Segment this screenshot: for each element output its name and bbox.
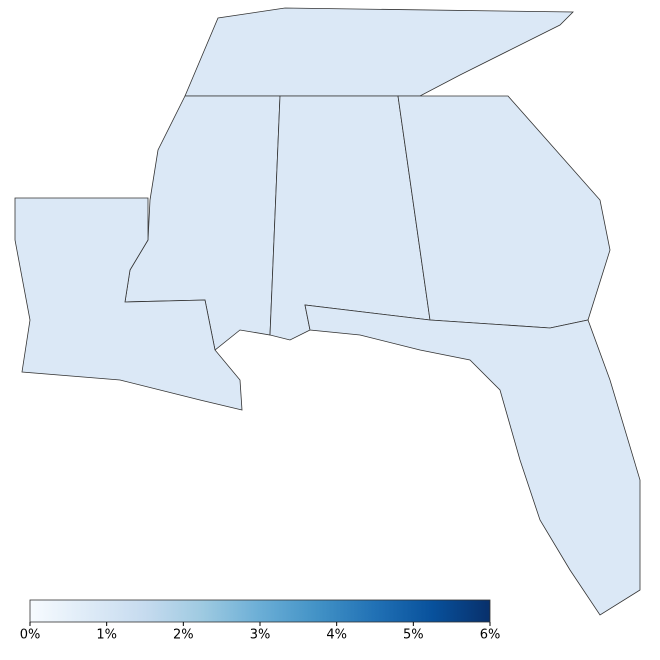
- colorbar: [29, 599, 491, 623]
- colorbar-tick-label: 1%: [96, 628, 117, 643]
- tennessee: [184, 7, 574, 97]
- colorbar-tick-label: 0%: [20, 628, 41, 643]
- colorbar-tick-label: 3%: [250, 628, 271, 643]
- louisiana: [14, 197, 243, 411]
- colorbar-tick-label: 4%: [326, 628, 347, 643]
- colorbar-tick-label: 5%: [403, 628, 424, 643]
- colorbar-tick-label: 2%: [173, 628, 194, 643]
- georgia: [397, 95, 611, 329]
- florida: [304, 304, 641, 616]
- states: [14, 7, 641, 616]
- colorbar-tick-label: 6%: [480, 628, 501, 643]
